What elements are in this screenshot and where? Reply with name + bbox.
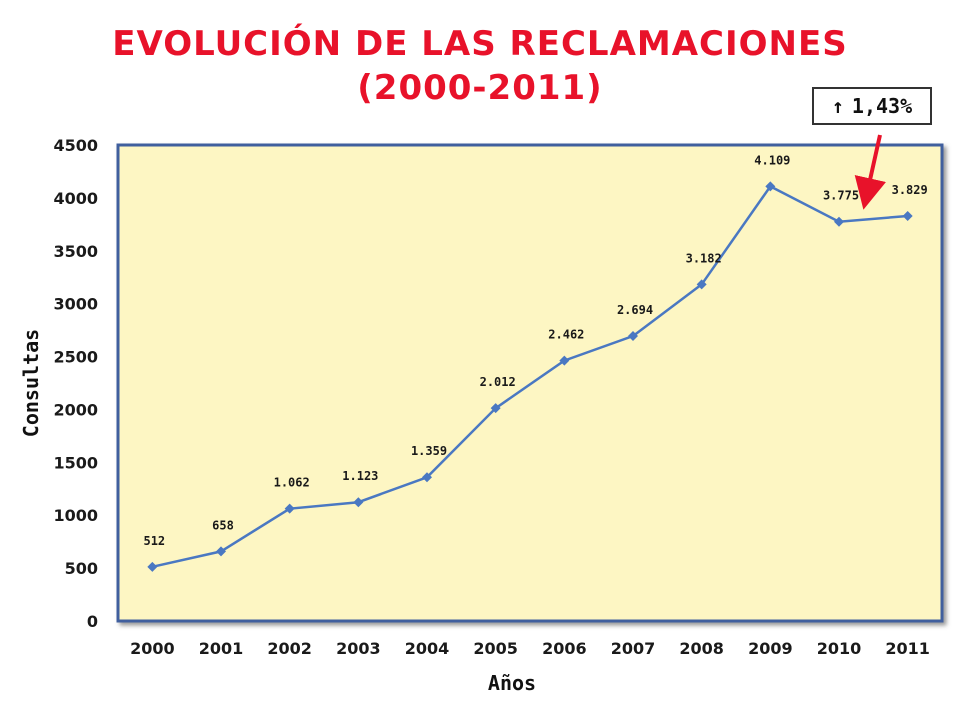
data-point [559, 355, 570, 366]
x-axis-label: Años [488, 671, 536, 695]
chart-title: EVOLUCIÓN DE LAS RECLAMACIONES [112, 24, 848, 64]
data-label: 4.109 [754, 153, 790, 167]
data-label: 3.182 [686, 251, 722, 265]
data-point [765, 181, 776, 192]
x-tick-label: 2006 [542, 639, 587, 658]
y-tick-label: 2500 [53, 348, 98, 367]
data-point [490, 403, 501, 414]
data-label: 1.359 [411, 444, 447, 458]
x-tick-label: 2009 [748, 639, 793, 658]
data-point [353, 497, 364, 508]
data-label: 2.694 [617, 303, 653, 317]
data-label: 658 [212, 518, 234, 532]
x-tick-label: 2000 [130, 639, 175, 658]
y-axis-label: Consultas [19, 329, 43, 437]
data-point [284, 503, 295, 514]
data-point [696, 279, 707, 290]
x-tick-label: 2005 [473, 639, 518, 658]
x-tick-label: 2001 [199, 639, 244, 658]
y-tick-label: 4500 [53, 136, 98, 155]
x-tick-label: 2007 [611, 639, 656, 658]
y-tick-label: 2000 [53, 400, 98, 419]
chart-subtitle: (2000-2011) [357, 68, 603, 108]
x-tick-label: 2010 [817, 639, 862, 658]
change-percentage: 1,43% [851, 94, 913, 118]
x-tick-label: 2004 [405, 639, 450, 658]
callout-arrow-icon [854, 134, 886, 210]
data-point [216, 546, 226, 557]
x-tick-label: 2011 [885, 639, 930, 658]
data-label: 3.829 [892, 183, 928, 197]
y-tick-label: 4000 [53, 189, 98, 208]
up-arrow-icon: ↑ [831, 94, 844, 118]
data-label: 3.775 [823, 189, 859, 203]
data-point [902, 210, 913, 221]
series-line [152, 184, 908, 569]
change-callout: ↑ 1,43% [812, 87, 932, 125]
data-label: 1.062 [274, 476, 310, 490]
data-label: 2.462 [548, 328, 584, 342]
y-tick-label: 1000 [53, 506, 98, 525]
y-tick-label: 500 [65, 559, 98, 578]
data-point [422, 472, 432, 483]
y-tick-label: 1500 [53, 453, 98, 472]
data-label: 512 [143, 534, 165, 548]
data-point [834, 216, 844, 227]
x-tick-label: 2008 [679, 639, 724, 658]
x-tick-label: 2002 [267, 639, 312, 658]
x-tick-label: 2003 [336, 639, 381, 658]
y-tick-label: 3000 [53, 295, 98, 314]
data-label: 2.012 [480, 375, 516, 389]
data-point [147, 561, 158, 572]
data-label: 1.123 [342, 469, 378, 483]
data-point [628, 331, 638, 342]
y-tick-label: 3500 [53, 242, 98, 261]
y-tick-label: 0 [87, 612, 98, 631]
